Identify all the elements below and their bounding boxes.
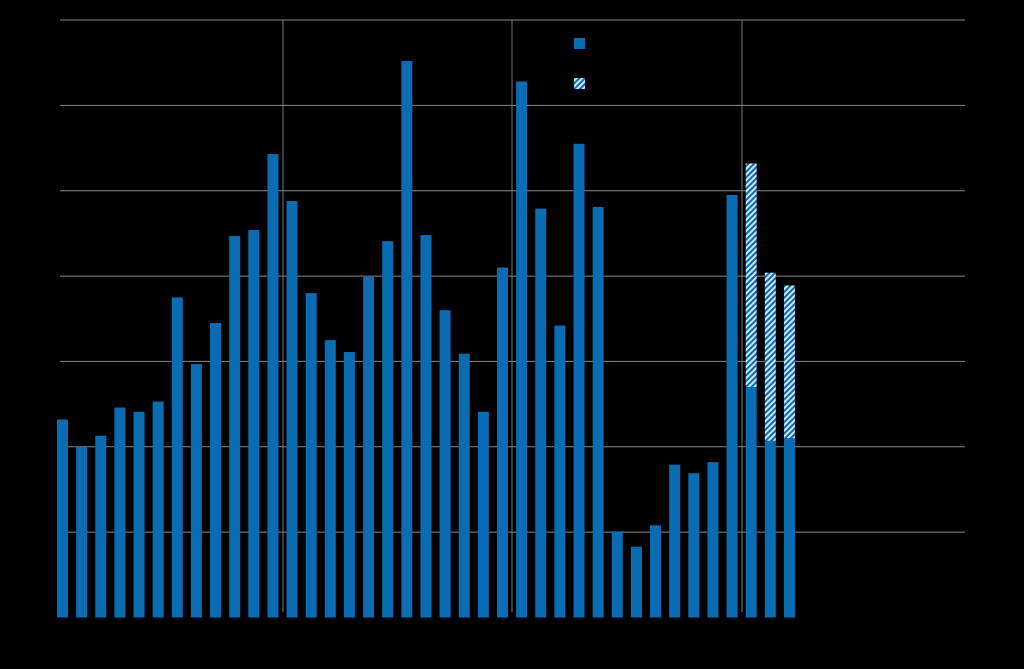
bar: [210, 323, 222, 618]
bar: [535, 208, 547, 618]
dividers: [282, 20, 743, 612]
bar: [669, 464, 681, 618]
bar: [745, 387, 757, 618]
bar: [305, 293, 317, 618]
bar: [630, 546, 642, 618]
hatched-bar: [783, 285, 795, 439]
bar: [554, 325, 566, 618]
y-tick-label: 1: [42, 524, 49, 538]
y-tick-label: 5: [42, 183, 49, 197]
bar: [324, 340, 336, 618]
y-tick-label: 6: [42, 98, 49, 112]
bar: [382, 241, 394, 618]
bar: [267, 154, 279, 618]
bar: [439, 310, 451, 618]
hatched-bar: [745, 163, 757, 388]
bar: [420, 235, 432, 618]
bar: [363, 276, 375, 618]
bar: [477, 411, 489, 618]
bar: [229, 235, 241, 618]
bar: [458, 353, 470, 618]
bar: [688, 473, 700, 618]
bar: [133, 411, 145, 618]
bar: [783, 438, 795, 618]
bar: [114, 407, 126, 618]
y-tick-label: 0: [42, 610, 49, 624]
y-tick-label: 7: [42, 12, 49, 26]
bar: [707, 462, 719, 618]
bar: [726, 194, 738, 618]
bar: [286, 200, 298, 618]
bar: [171, 297, 183, 618]
bar: [650, 525, 662, 618]
bar: [592, 206, 604, 618]
y-tick-label: 2: [42, 439, 49, 453]
bar: [190, 363, 202, 618]
y-tick-label: 4: [42, 268, 49, 282]
bar: [611, 531, 623, 618]
legend-marker: [574, 78, 585, 89]
bar: [516, 81, 528, 618]
bar: [496, 267, 508, 618]
bar: [76, 446, 88, 618]
bar: [95, 435, 107, 618]
y-tick-label: 3: [42, 354, 49, 368]
bar: [57, 419, 68, 618]
hatched-bar: [764, 272, 776, 441]
legend-marker: [574, 38, 585, 49]
bar: [343, 352, 355, 618]
bar: [764, 440, 776, 618]
bar: [573, 143, 585, 618]
bar: [401, 60, 413, 618]
bar: [248, 229, 260, 618]
bar: [152, 401, 164, 618]
